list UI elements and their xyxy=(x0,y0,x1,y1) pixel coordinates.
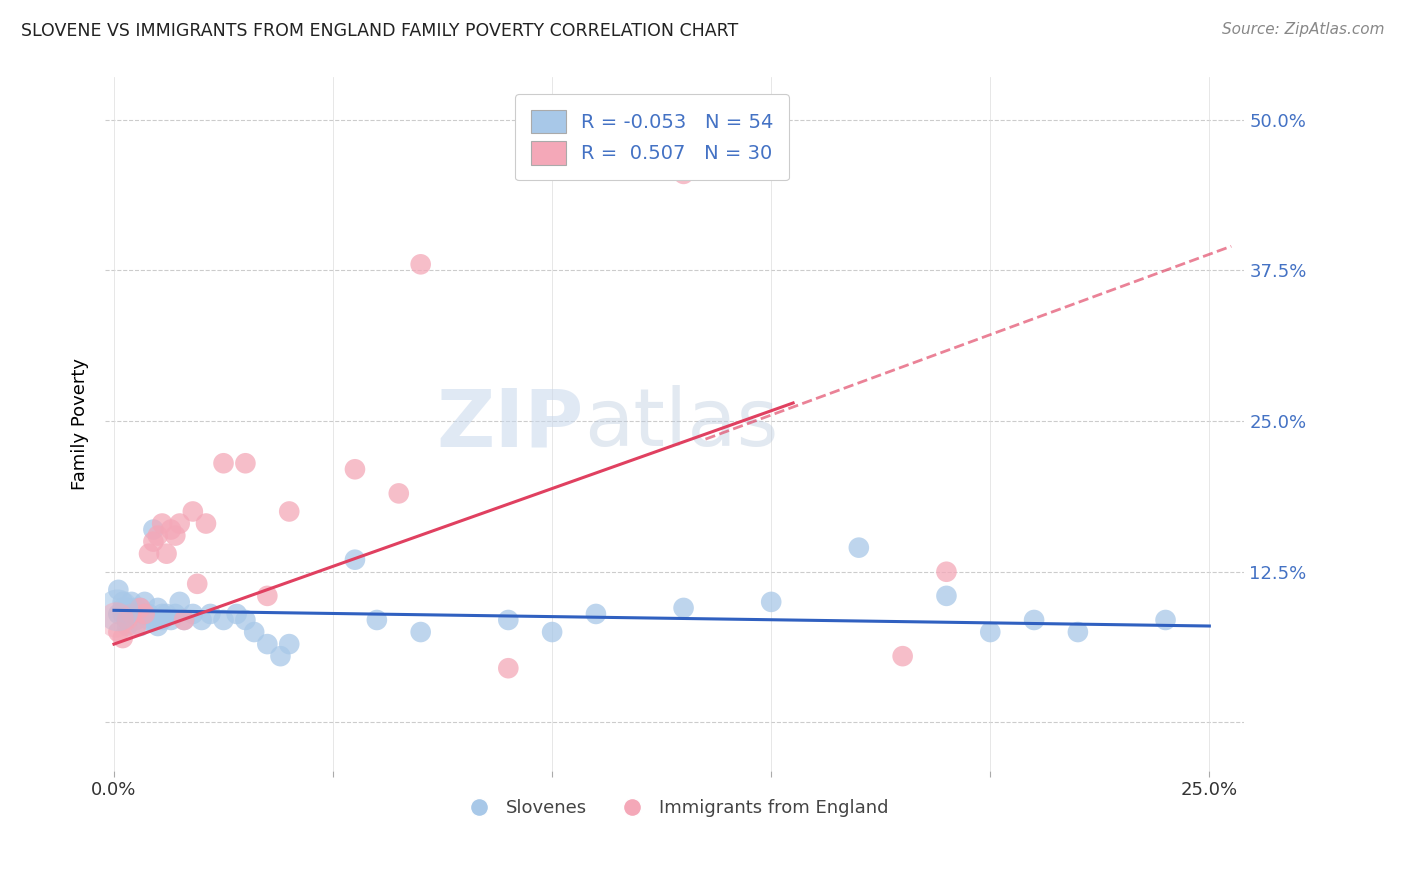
Point xyxy=(121,607,143,621)
Point xyxy=(181,607,204,621)
Point xyxy=(979,625,1001,640)
Point xyxy=(150,613,173,627)
Point xyxy=(1154,613,1177,627)
Point xyxy=(111,595,134,609)
Point xyxy=(150,607,173,621)
Point xyxy=(498,613,520,627)
Point xyxy=(186,577,208,591)
Text: atlas: atlas xyxy=(583,385,778,463)
Point xyxy=(891,649,914,664)
Point xyxy=(125,607,148,621)
Point xyxy=(129,601,152,615)
Point xyxy=(121,595,143,609)
Point xyxy=(115,619,138,633)
Point xyxy=(115,613,138,627)
Point xyxy=(935,589,957,603)
Y-axis label: Family Poverty: Family Poverty xyxy=(72,358,89,490)
Point xyxy=(134,607,156,621)
Point xyxy=(165,528,187,542)
Point xyxy=(212,613,235,627)
Point xyxy=(169,595,191,609)
Point xyxy=(195,516,218,531)
Point xyxy=(125,613,148,627)
Point xyxy=(125,601,148,615)
Point xyxy=(105,613,128,627)
Point xyxy=(115,613,138,627)
Point xyxy=(107,625,129,640)
Point xyxy=(672,601,695,615)
Point xyxy=(111,601,134,615)
Point xyxy=(409,625,432,640)
Point xyxy=(107,607,129,621)
Point xyxy=(269,649,291,664)
Text: Source: ZipAtlas.com: Source: ZipAtlas.com xyxy=(1222,22,1385,37)
Point xyxy=(256,637,278,651)
Text: SLOVENE VS IMMIGRANTS FROM ENGLAND FAMILY POVERTY CORRELATION CHART: SLOVENE VS IMMIGRANTS FROM ENGLAND FAMIL… xyxy=(21,22,738,40)
Point xyxy=(935,565,957,579)
Point xyxy=(160,523,183,537)
Point xyxy=(212,456,235,470)
Point xyxy=(761,595,783,609)
Point xyxy=(134,595,156,609)
Point xyxy=(107,582,129,597)
Point xyxy=(1067,625,1090,640)
Point xyxy=(366,613,388,627)
Point xyxy=(121,607,143,621)
Point xyxy=(1022,613,1045,627)
Point xyxy=(138,607,160,621)
Point xyxy=(343,462,366,476)
Point xyxy=(848,541,870,555)
Point xyxy=(235,456,257,470)
Point xyxy=(278,637,301,651)
Point xyxy=(173,613,195,627)
Point xyxy=(138,547,160,561)
Point xyxy=(129,601,152,615)
Point xyxy=(155,607,177,621)
Point xyxy=(169,516,191,531)
Point xyxy=(585,607,607,621)
Point xyxy=(155,547,177,561)
Point xyxy=(200,607,222,621)
Point xyxy=(160,613,183,627)
Text: ZIP: ZIP xyxy=(436,385,583,463)
Point xyxy=(125,619,148,633)
Point xyxy=(142,523,165,537)
Point xyxy=(388,486,411,500)
Point xyxy=(278,504,301,518)
Point xyxy=(111,631,134,645)
Point xyxy=(134,607,156,621)
Point xyxy=(409,257,432,271)
Point xyxy=(142,613,165,627)
Point xyxy=(129,619,152,633)
Point xyxy=(256,589,278,603)
Point xyxy=(150,516,173,531)
Point xyxy=(115,601,138,615)
Point xyxy=(165,607,187,621)
Point xyxy=(343,552,366,566)
Point xyxy=(243,625,266,640)
Point xyxy=(173,613,195,627)
Legend: Slovenes, Immigrants from England: Slovenes, Immigrants from England xyxy=(454,791,896,824)
Point xyxy=(142,534,165,549)
Point xyxy=(138,613,160,627)
Point xyxy=(541,625,564,640)
Point xyxy=(146,601,169,615)
Point xyxy=(498,661,520,675)
Point xyxy=(181,504,204,518)
Point xyxy=(146,619,169,633)
Point xyxy=(107,603,129,617)
Point xyxy=(235,613,257,627)
Point xyxy=(225,607,247,621)
Point xyxy=(672,167,695,181)
Point xyxy=(111,607,134,621)
Point xyxy=(146,528,169,542)
Point xyxy=(190,613,212,627)
